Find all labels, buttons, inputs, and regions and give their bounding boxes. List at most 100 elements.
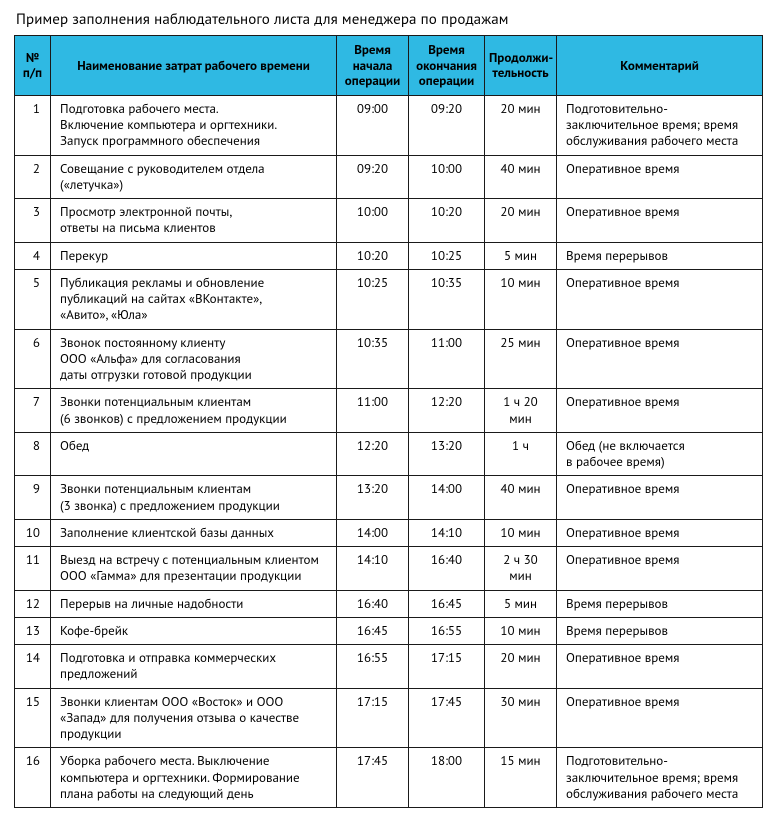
row-number: 12 <box>15 590 51 617</box>
row-duration: 1 ч 20 мин <box>485 389 557 433</box>
table-row: 15Звонки клиентам ООО «Восток» и ООО «За… <box>15 688 763 748</box>
row-number: 16 <box>15 748 51 808</box>
row-name: Выезд на встречу с потенциальным клиенто… <box>51 547 337 591</box>
row-end: 17:45 <box>409 688 485 748</box>
row-comment: Оперативное время <box>557 199 763 243</box>
row-name: Публикация рекламы и обновление публикац… <box>51 269 337 329</box>
row-number: 1 <box>15 95 51 155</box>
col-header-0: № п/п <box>15 36 51 96</box>
row-end: 10:35 <box>409 269 485 329</box>
col-header-3: Время окончания операции <box>409 36 485 96</box>
table-row: 16Уборка рабочего места. Выключение комп… <box>15 748 763 808</box>
row-comment: Оперативное время <box>557 688 763 748</box>
row-number: 6 <box>15 329 51 389</box>
row-duration: 20 мин <box>485 199 557 243</box>
row-start: 17:15 <box>337 688 409 748</box>
row-number: 9 <box>15 476 51 520</box>
row-duration: 30 мин <box>485 688 557 748</box>
row-name: Совещание с руководителем отдела («летуч… <box>51 155 337 199</box>
row-start: 09:00 <box>337 95 409 155</box>
table-header-row: № п/пНаименование затрат рабочего времен… <box>15 36 763 96</box>
row-end: 16:45 <box>409 590 485 617</box>
table-row: 8Обед12:2013:201 чОбед (не включается в … <box>15 432 763 476</box>
row-name: Подготовка рабочего места. Включение ком… <box>51 95 337 155</box>
row-number: 2 <box>15 155 51 199</box>
row-comment: Время перерывов <box>557 242 763 269</box>
table-row: 9Звонки потенциальным клиентам (3 звонка… <box>15 476 763 520</box>
row-name: Звонки потенциальным клиентам (6 звонков… <box>51 389 337 433</box>
row-duration: 20 мин <box>485 95 557 155</box>
row-number: 8 <box>15 432 51 476</box>
row-number: 11 <box>15 547 51 591</box>
row-name: Подготовка и отправка коммерческих предл… <box>51 645 337 689</box>
row-end: 17:15 <box>409 645 485 689</box>
row-start: 16:55 <box>337 645 409 689</box>
table-row: 11Выезд на встречу с потенциальным клиен… <box>15 547 763 591</box>
row-number: 10 <box>15 519 51 546</box>
row-duration: 25 мин <box>485 329 557 389</box>
row-end: 12:20 <box>409 389 485 433</box>
row-start: 16:45 <box>337 617 409 644</box>
row-duration: 1 ч <box>485 432 557 476</box>
row-number: 4 <box>15 242 51 269</box>
table-row: 7Звонки потенциальным клиентам (6 звонко… <box>15 389 763 433</box>
table-row: 10Заполнение клиентской базы данных14:00… <box>15 519 763 546</box>
row-start: 14:00 <box>337 519 409 546</box>
row-duration: 5 мин <box>485 242 557 269</box>
row-number: 3 <box>15 199 51 243</box>
row-name: Обед <box>51 432 337 476</box>
table-row: 4Перекур10:2010:255 минВремя перерывов <box>15 242 763 269</box>
col-header-2: Время начала операции <box>337 36 409 96</box>
row-start: 16:40 <box>337 590 409 617</box>
row-duration: 15 мин <box>485 748 557 808</box>
row-comment: Оперативное время <box>557 329 763 389</box>
row-name: Звонки клиентам ООО «Восток» и ООО «Запа… <box>51 688 337 748</box>
table-row: 6Звонок постоянному клиенту ООО «Альфа» … <box>15 329 763 389</box>
row-comment: Время перерывов <box>557 617 763 644</box>
row-number: 14 <box>15 645 51 689</box>
table-row: 5Публикация рекламы и обновление публика… <box>15 269 763 329</box>
row-number: 7 <box>15 389 51 433</box>
row-end: 10:20 <box>409 199 485 243</box>
row-comment: Оперативное время <box>557 645 763 689</box>
row-comment: Подготовительно-заключительное время; вр… <box>557 95 763 155</box>
row-end: 16:55 <box>409 617 485 644</box>
row-duration: 2 ч 30 мин <box>485 547 557 591</box>
col-header-4: Продолжи- тельность <box>485 36 557 96</box>
table-row: 12Перерыв на личные надобности16:4016:45… <box>15 590 763 617</box>
page-title: Пример заполнения наблюдательного листа … <box>16 10 762 29</box>
row-end: 16:40 <box>409 547 485 591</box>
row-name: Кофе-брейк <box>51 617 337 644</box>
row-name: Заполнение клиентской базы данных <box>51 519 337 546</box>
row-end: 10:25 <box>409 242 485 269</box>
row-start: 17:45 <box>337 748 409 808</box>
row-duration: 5 мин <box>485 590 557 617</box>
table-row: 2Совещание с руководителем отдела («лету… <box>15 155 763 199</box>
col-header-1: Наименование затрат рабочего времени <box>51 36 337 96</box>
row-comment: Оперативное время <box>557 389 763 433</box>
row-start: 10:35 <box>337 329 409 389</box>
row-comment: Оперативное время <box>557 547 763 591</box>
row-comment: Время перерывов <box>557 590 763 617</box>
table-row: 1Подготовка рабочего места. Включение ко… <box>15 95 763 155</box>
row-start: 10:20 <box>337 242 409 269</box>
row-comment: Оперативное время <box>557 476 763 520</box>
row-duration: 10 мин <box>485 519 557 546</box>
row-end: 13:20 <box>409 432 485 476</box>
row-comment: Оперативное время <box>557 155 763 199</box>
row-end: 14:10 <box>409 519 485 546</box>
row-end: 10:00 <box>409 155 485 199</box>
row-start: 11:00 <box>337 389 409 433</box>
table-row: 14Подготовка и отправка коммерческих пре… <box>15 645 763 689</box>
row-end: 14:00 <box>409 476 485 520</box>
row-comment: Оперативное время <box>557 269 763 329</box>
row-number: 5 <box>15 269 51 329</box>
table-row: 3Просмотр электронной почты, ответы на п… <box>15 199 763 243</box>
row-name: Просмотр электронной почты, ответы на пи… <box>51 199 337 243</box>
row-duration: 40 мин <box>485 155 557 199</box>
row-start: 10:25 <box>337 269 409 329</box>
row-name: Звонки потенциальным клиентам (3 звонка)… <box>51 476 337 520</box>
row-name: Звонок постоянному клиенту ООО «Альфа» д… <box>51 329 337 389</box>
row-comment: Подготовительно-заключительное время; вр… <box>557 748 763 808</box>
row-duration: 10 мин <box>485 617 557 644</box>
